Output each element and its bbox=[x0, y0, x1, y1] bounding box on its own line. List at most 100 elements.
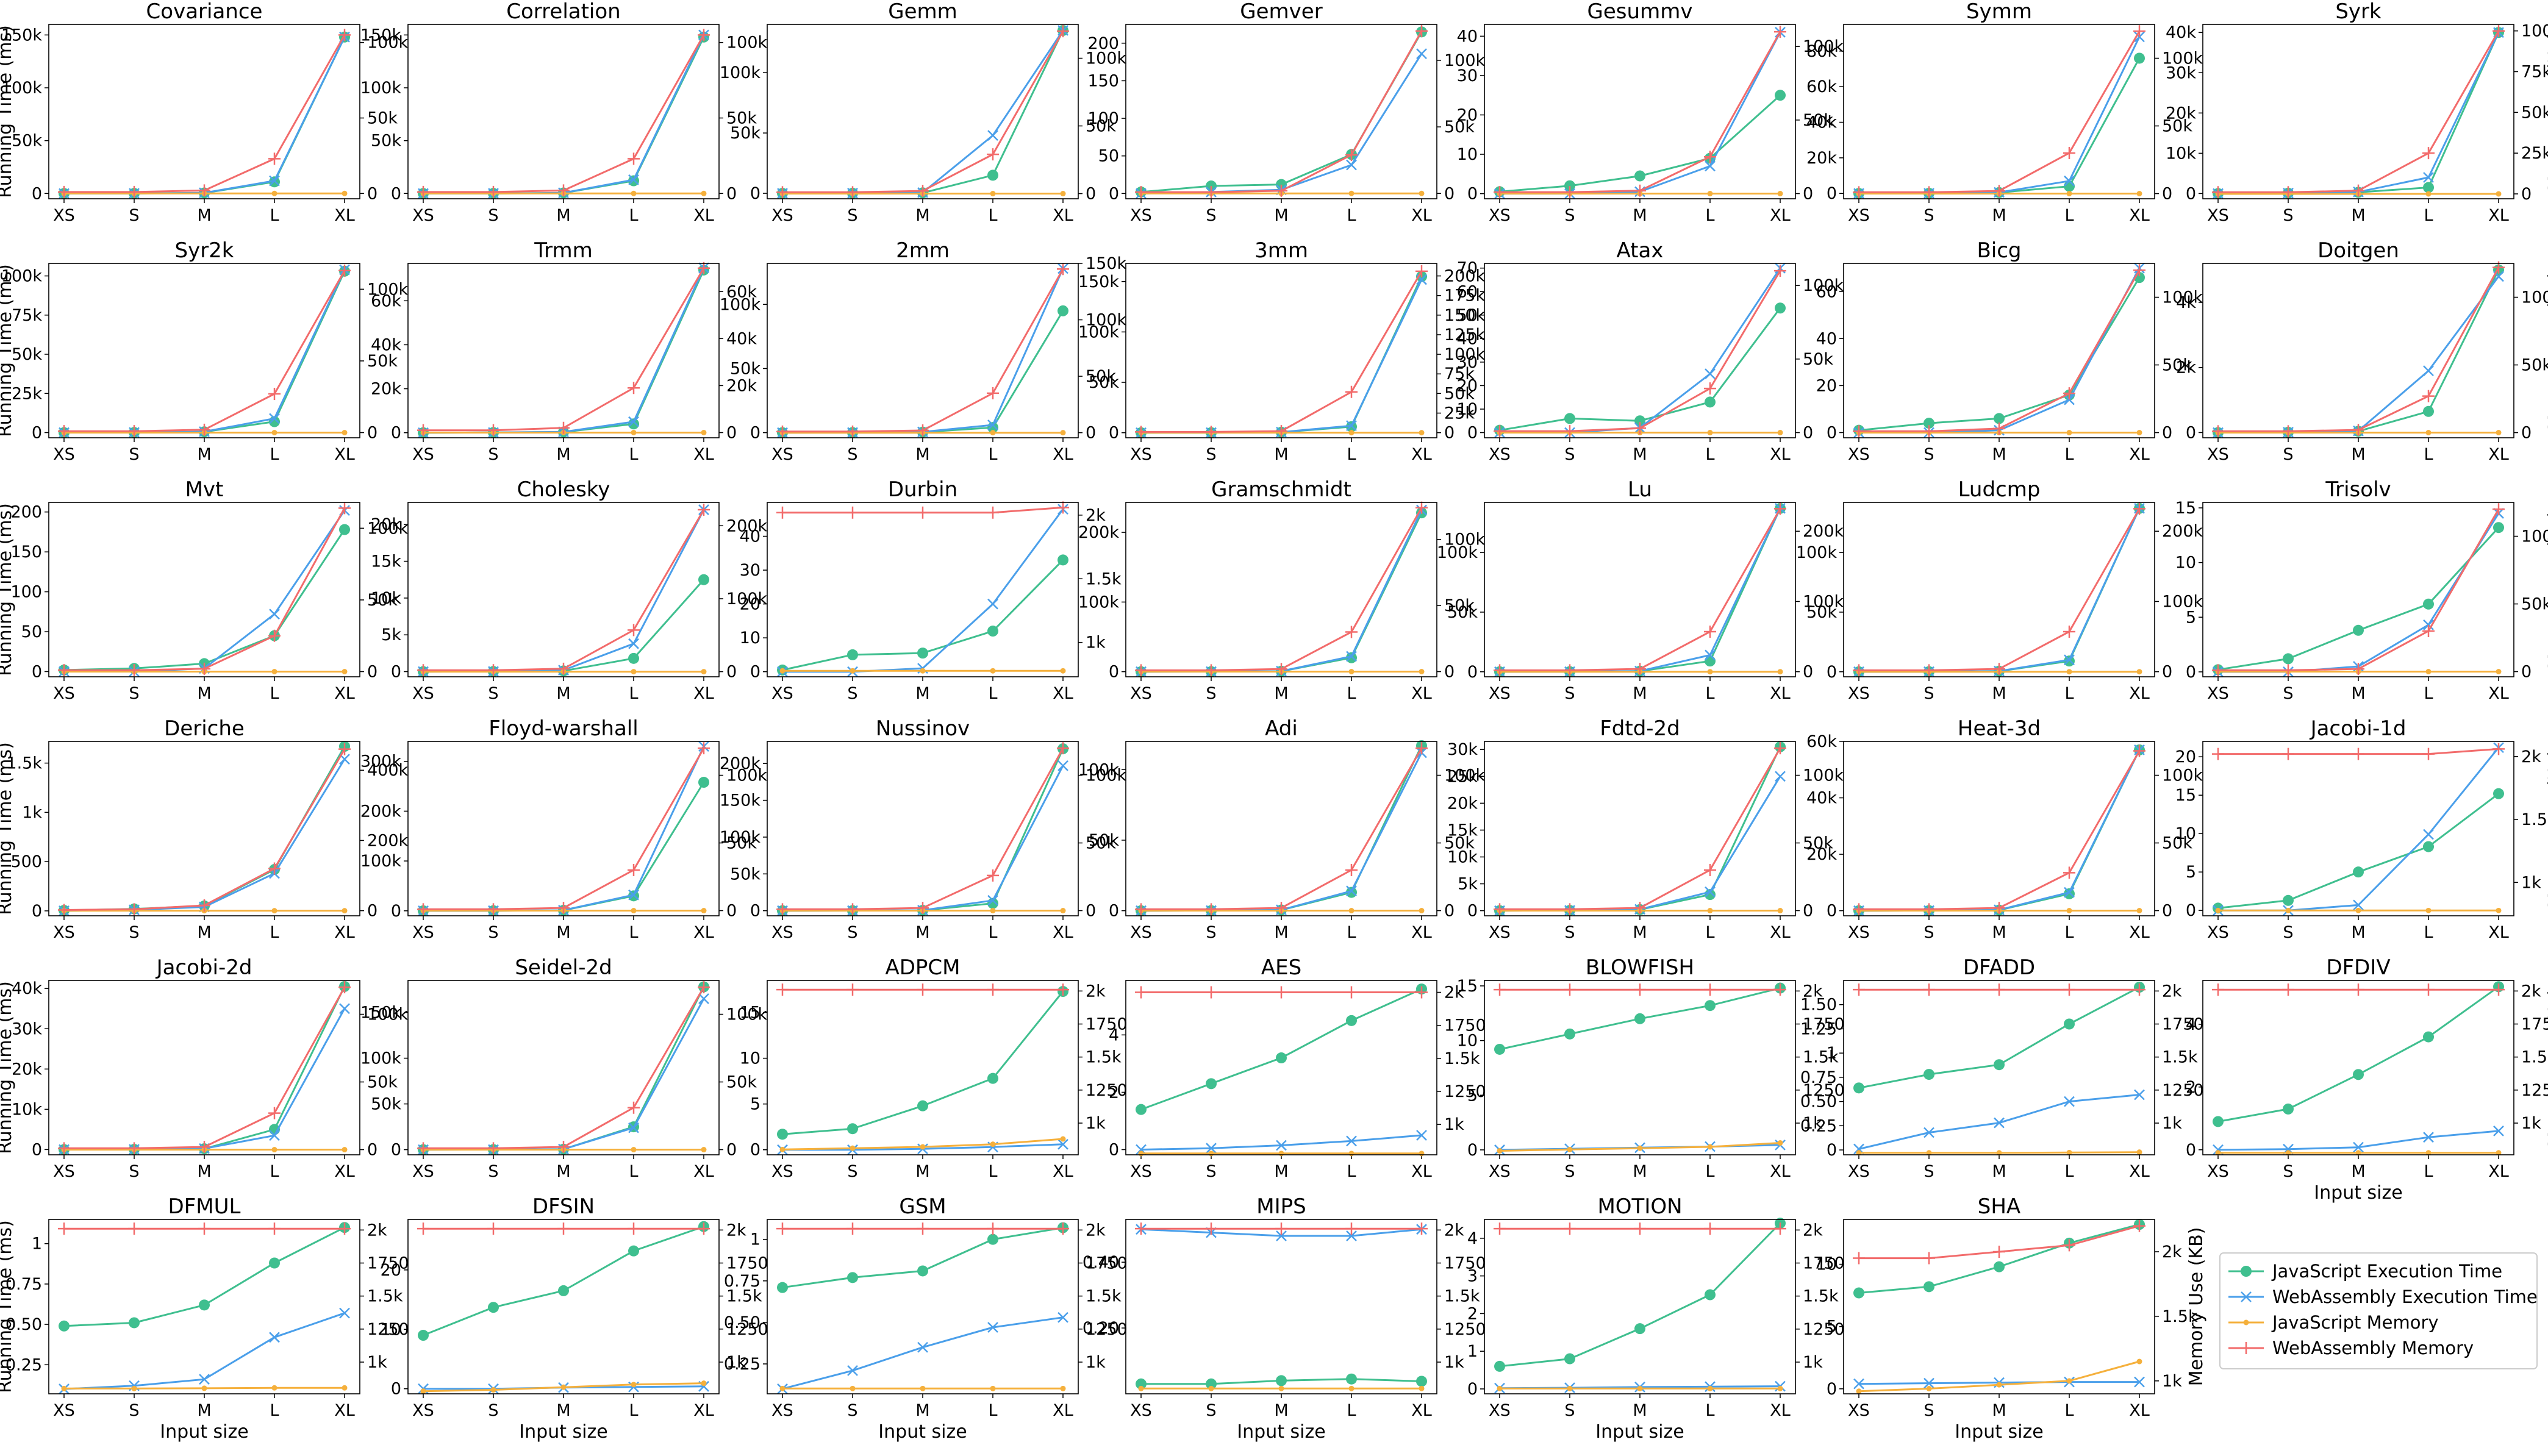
series-webassembly-execution-time-point bbox=[628, 889, 639, 901]
y2-tick-label: 2k bbox=[2521, 748, 2541, 766]
series-javascript-execution-time-line bbox=[1140, 745, 1423, 912]
series-webassembly-execution-time-line bbox=[1500, 267, 1781, 434]
y2-tick-label: 100k bbox=[1803, 766, 1844, 785]
y2-tick-label: 2k bbox=[1803, 1221, 1823, 1240]
series-javascript-memory-point bbox=[631, 190, 637, 196]
y2-tick-label: 100k bbox=[2162, 592, 2203, 611]
series-javascript-memory-point bbox=[1060, 668, 1066, 674]
y-tick-label: 0 bbox=[391, 902, 401, 921]
series-webassembly-memory-point bbox=[1923, 664, 1935, 677]
y-tick-label: 5 bbox=[2186, 863, 2196, 882]
series-javascript-memory-point bbox=[2425, 669, 2432, 675]
y-tick-label: 20 bbox=[381, 1261, 401, 1280]
series-javascript-memory-point bbox=[1707, 1385, 1713, 1391]
series-webassembly-memory-point bbox=[1345, 986, 1358, 999]
series-javascript-execution-time-point bbox=[558, 1285, 569, 1296]
x-tick-label: XL bbox=[693, 684, 714, 703]
chart-title: AES bbox=[1261, 955, 1301, 980]
chart-title: Cholesky bbox=[517, 477, 610, 502]
series-webassembly-memory-point bbox=[776, 1222, 789, 1235]
series-javascript-memory-point bbox=[2066, 430, 2072, 436]
series-javascript-execution-time-line bbox=[1858, 986, 2140, 1089]
x-tick-label: XL bbox=[1053, 445, 1073, 464]
x-tick-label: XL bbox=[1770, 445, 1791, 464]
series-webassembly-memory-point bbox=[2352, 184, 2364, 197]
series-javascript-memory-point bbox=[1777, 1385, 1783, 1391]
series-webassembly-memory-point bbox=[628, 624, 640, 637]
y2-tick-label: 100k bbox=[1086, 766, 1127, 785]
chart-title: Adi bbox=[1265, 716, 1298, 741]
y-tick-label: 15k bbox=[1447, 821, 1478, 840]
series-javascript-memory-point bbox=[1856, 1388, 1862, 1394]
y2-tick-label: 2k bbox=[2521, 982, 2541, 1001]
x-tick-label: S bbox=[1924, 1162, 1934, 1181]
series-webassembly-memory-point bbox=[417, 1222, 429, 1235]
y2-tick-label: 60k bbox=[726, 282, 757, 301]
series-javascript-execution-time-point bbox=[1775, 302, 1786, 314]
series-webassembly-memory-point bbox=[1135, 186, 1147, 199]
series-javascript-execution-time-point bbox=[129, 1317, 140, 1329]
y-tick-label: 50k bbox=[730, 359, 760, 378]
series-webassembly-execution-time-line bbox=[423, 746, 705, 912]
series-webassembly-memory-point bbox=[268, 862, 281, 875]
series-webassembly-memory-point bbox=[776, 903, 789, 916]
y-tick-label: 4 bbox=[1109, 1026, 1119, 1044]
series-webassembly-memory-line bbox=[2218, 30, 2500, 193]
y-tick-label: 50 bbox=[1098, 147, 1119, 166]
x-tick-label: XS bbox=[1848, 206, 1870, 225]
y2-tick-label: 0 bbox=[2162, 902, 2172, 921]
series-webassembly-memory-line bbox=[1859, 30, 2141, 193]
series-javascript-execution-time-point bbox=[917, 1100, 928, 1112]
y2-tick-label: 1k bbox=[2521, 1114, 2541, 1133]
axes-frame bbox=[48, 24, 360, 199]
y2-tick-label: 1.5k bbox=[1086, 1287, 1122, 1306]
y-tick-label: 1.25 bbox=[1800, 1019, 1837, 1038]
y-tick-label: 100k bbox=[1078, 323, 1120, 341]
y2-tick-label: 0 bbox=[1803, 902, 1813, 921]
series-webassembly-execution-time-point bbox=[339, 1307, 350, 1319]
series-webassembly-execution-time-point bbox=[269, 608, 280, 620]
series-webassembly-memory-point bbox=[1634, 184, 1646, 197]
series-webassembly-memory-point bbox=[2133, 264, 2145, 277]
chart-title: Ludcmp bbox=[1958, 477, 2041, 502]
series-javascript-execution-time-point bbox=[1924, 1069, 1934, 1080]
series-webassembly-memory-point bbox=[698, 503, 710, 516]
x-tick-label: S bbox=[1564, 1401, 1575, 1420]
series-javascript-memory-point bbox=[271, 430, 277, 436]
axes-frame bbox=[407, 980, 720, 1155]
x-tick-label: XL bbox=[1411, 1401, 1432, 1420]
x-tick-label: L bbox=[629, 1401, 638, 1420]
chart-title: Syr2k bbox=[174, 238, 234, 263]
axes-frame bbox=[407, 502, 720, 677]
x-tick-label: M bbox=[197, 1162, 211, 1181]
series-javascript-execution-time-point bbox=[1564, 1028, 1575, 1040]
x-tick-label: S bbox=[488, 445, 498, 464]
series-webassembly-memory-point bbox=[1774, 502, 1786, 515]
axes-frame bbox=[767, 1219, 1079, 1394]
series-javascript-memory-point bbox=[1707, 908, 1713, 914]
y2-tick-label: 75k bbox=[1444, 365, 1475, 384]
series-webassembly-memory-line bbox=[1859, 269, 2141, 432]
y-tick-label: 0.75 bbox=[724, 1272, 760, 1291]
series-javascript-memory-point bbox=[990, 191, 996, 197]
x-tick-label: L bbox=[270, 684, 279, 703]
chart-title: Gemm bbox=[888, 0, 957, 24]
series-javascript-memory-point bbox=[779, 1385, 786, 1391]
series-javascript-memory-point bbox=[342, 190, 348, 196]
x-tick-label: M bbox=[1992, 1401, 2006, 1420]
y-tick-label: 30 bbox=[1457, 66, 1478, 85]
x-tick-label: S bbox=[1206, 684, 1216, 703]
series-webassembly-memory-point bbox=[2282, 425, 2294, 438]
series-webassembly-memory-line bbox=[64, 987, 346, 1149]
y2-tick-label: 1k bbox=[1444, 1115, 1464, 1134]
series-javascript-execution-time-line bbox=[423, 1226, 704, 1336]
series-javascript-memory-point bbox=[1060, 908, 1066, 914]
series-javascript-memory-point bbox=[420, 1388, 426, 1394]
series-webassembly-memory-point bbox=[417, 664, 429, 677]
chart-adi: Adi XS S M L XL 0 50k 100k 0 50k 100k bbox=[1078, 716, 1486, 942]
y-tick-label: 0 bbox=[750, 184, 760, 203]
series-javascript-memory-point bbox=[2425, 1150, 2432, 1156]
series-webassembly-memory-point bbox=[1923, 1252, 1935, 1265]
y-tick-label: 0 bbox=[1467, 1141, 1478, 1160]
